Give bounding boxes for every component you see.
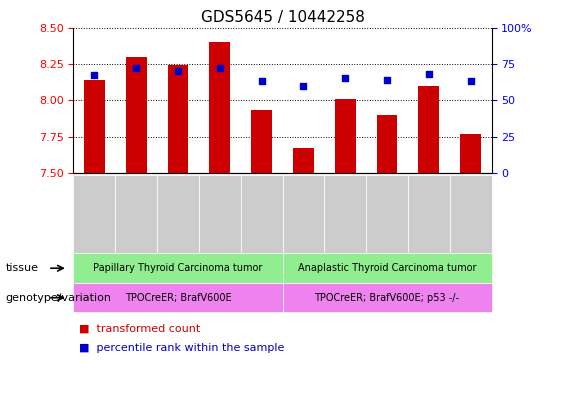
Bar	[209, 42, 231, 173]
Bar	[377, 115, 398, 173]
Text: Papillary Thyroid Carcinoma tumor: Papillary Thyroid Carcinoma tumor	[93, 263, 263, 273]
Bar	[84, 80, 105, 173]
Bar	[334, 99, 356, 173]
Bar	[293, 148, 314, 173]
Point	[257, 78, 266, 84]
Point	[173, 68, 182, 74]
Text: TPOCreER; BrafV600E; p53 -/-: TPOCreER; BrafV600E; p53 -/-	[315, 293, 459, 303]
Bar	[251, 110, 272, 173]
Title: GDS5645 / 10442258: GDS5645 / 10442258	[201, 10, 364, 25]
Bar	[167, 65, 189, 173]
Point	[132, 65, 141, 72]
Point	[424, 71, 433, 77]
Point	[341, 75, 350, 82]
Point	[90, 72, 99, 79]
Text: Anaplastic Thyroid Carcinoma tumor: Anaplastic Thyroid Carcinoma tumor	[298, 263, 476, 273]
Point	[215, 65, 224, 72]
Bar	[418, 86, 440, 173]
Point	[299, 83, 308, 89]
Point	[466, 78, 475, 84]
Text: ■  percentile rank within the sample: ■ percentile rank within the sample	[79, 343, 284, 353]
Text: TPOCreER; BrafV600E: TPOCreER; BrafV600E	[125, 293, 231, 303]
Point	[383, 77, 392, 83]
Bar	[125, 57, 147, 173]
Text: tissue: tissue	[6, 263, 38, 273]
Text: genotype/variation: genotype/variation	[6, 293, 112, 303]
Text: ■  transformed count: ■ transformed count	[79, 323, 201, 333]
Bar	[460, 134, 481, 173]
